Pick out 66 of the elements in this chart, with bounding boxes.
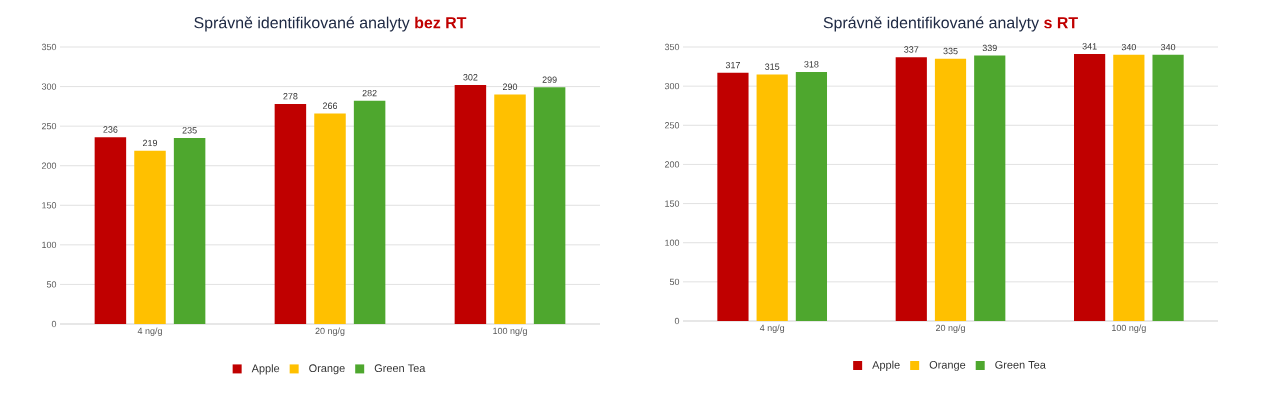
data-label: 266 — [322, 102, 338, 109]
bar — [314, 113, 346, 324]
y-tick-label: 100 — [665, 239, 680, 246]
y-tick-label: 100 — [42, 241, 57, 249]
data-label: 318 — [804, 61, 819, 68]
data-label: 341 — [1082, 43, 1097, 50]
data-label: 282 — [362, 89, 377, 97]
x-tick-label: 100 ng/g — [493, 327, 527, 336]
legend-label: Orange — [309, 364, 345, 375]
y-tick-label: 50 — [669, 278, 680, 286]
y-tick-label: 50 — [46, 281, 57, 288]
y-tick-label: 350 — [41, 43, 57, 51]
y-tick-label: 250 — [664, 122, 680, 129]
x-tick-label: 20 ng/g — [936, 324, 965, 333]
legend-label: Green Tea — [374, 364, 426, 373]
data-label: 335 — [943, 47, 958, 55]
data-label: 315 — [765, 63, 780, 70]
y-tick-label: 300 — [41, 83, 57, 90]
x-tick-label: 4 ng/g — [137, 327, 162, 336]
bar — [717, 72, 749, 321]
data-label: 302 — [463, 74, 478, 81]
legend-label: Apple — [872, 360, 900, 372]
bar — [533, 87, 566, 324]
data-label: 235 — [182, 127, 197, 134]
bar — [974, 55, 1006, 321]
data-label: 337 — [904, 46, 919, 53]
legend-label: Green Tea — [995, 360, 1046, 369]
bar — [795, 72, 828, 321]
bar — [895, 57, 927, 321]
y-tick-label: 150 — [665, 200, 680, 207]
data-label: 278 — [283, 93, 298, 100]
bar — [1152, 54, 1184, 321]
y-tick-label: 200 — [664, 161, 680, 168]
data-label: 236 — [103, 126, 118, 133]
y-tick-label: 200 — [41, 162, 57, 169]
bar — [1113, 54, 1145, 321]
chart-title: Správně identifikované analyty s RT — [823, 16, 1078, 32]
bar — [756, 74, 788, 321]
y-tick-label: 0 — [51, 320, 57, 328]
legend-label: Apple — [251, 364, 280, 375]
chart-title: Správně identifikované analyty bez RT — [194, 16, 467, 32]
bar — [274, 103, 307, 324]
data-label: 299 — [542, 76, 557, 83]
x-tick-label: 20 ng/g — [315, 327, 345, 336]
bar — [134, 150, 166, 324]
data-label: 317 — [725, 61, 740, 69]
y-tick-label: 0 — [674, 317, 680, 325]
y-tick-label: 250 — [41, 122, 57, 130]
y-tick-label: 300 — [664, 82, 680, 90]
bar — [934, 58, 967, 321]
bar — [494, 94, 526, 324]
legend-label: Orange — [929, 360, 966, 371]
data-label: 340 — [1160, 43, 1176, 51]
x-tick-label: 100 ng/g — [1112, 324, 1146, 333]
x-tick-label: 4 ng/g — [759, 324, 785, 333]
bar — [1074, 54, 1106, 321]
y-tick-label: 350 — [664, 43, 680, 51]
data-label: 340 — [1121, 43, 1136, 51]
data-label: 290 — [502, 83, 518, 90]
bar — [173, 138, 206, 324]
bar — [353, 100, 386, 324]
y-tick-label: 150 — [42, 202, 57, 209]
data-label: 219 — [142, 139, 158, 147]
data-label: 339 — [982, 44, 997, 52]
bar — [454, 84, 487, 324]
bar — [94, 137, 127, 324]
